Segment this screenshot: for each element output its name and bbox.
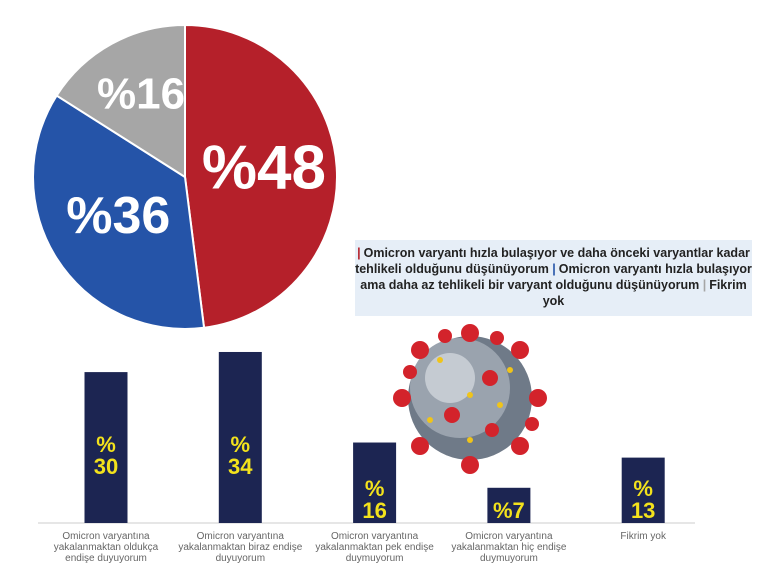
- pie-slice: [32, 94, 206, 330]
- pie-label: %36: [66, 187, 170, 245]
- virus-illustration: [393, 324, 547, 474]
- bar-label: % 16: [362, 476, 387, 523]
- bar-label: % 34: [228, 432, 253, 479]
- pie-label: %16: [97, 70, 185, 119]
- legend-label: Fikrim yok: [542, 278, 747, 308]
- x-tick-label: Omicron varyantına yakalanmaktan biraz e…: [178, 531, 303, 564]
- bar-label: % 30: [93, 432, 119, 479]
- legend-label: Omicron varyantı hızla bulaşıyor ama dah…: [360, 262, 752, 292]
- pie-label: %48: [202, 133, 326, 202]
- bar-label: % 13: [630, 476, 656, 523]
- pie-slice: [55, 23, 186, 179]
- legend-swatch: |: [552, 262, 556, 276]
- bar: [353, 442, 397, 523]
- bar: [218, 351, 262, 523]
- legend: | Omicron varyantı hızla bulaşıyor ve dah…: [355, 240, 752, 316]
- x-tick-label: Fikrim yok: [620, 531, 666, 542]
- bar: [621, 457, 665, 523]
- x-tick-label: Omicron varyantına yakalanmaktan pek end…: [315, 531, 434, 564]
- bar: [487, 487, 531, 523]
- pie-slice: [184, 23, 338, 329]
- bar: [84, 372, 128, 523]
- legend-swatch: |: [357, 246, 361, 260]
- legend-label: Omicron varyantı hızla bulaşıyor ve daha…: [355, 246, 750, 276]
- legend-swatch: |: [702, 278, 707, 292]
- x-tick-label: Omicron varyantına yakalanmaktan hiç end…: [451, 531, 567, 564]
- x-tick-label: Omicron varyantına yakalanmaktan oldukça…: [53, 531, 159, 564]
- bar-label: %7: [492, 498, 525, 523]
